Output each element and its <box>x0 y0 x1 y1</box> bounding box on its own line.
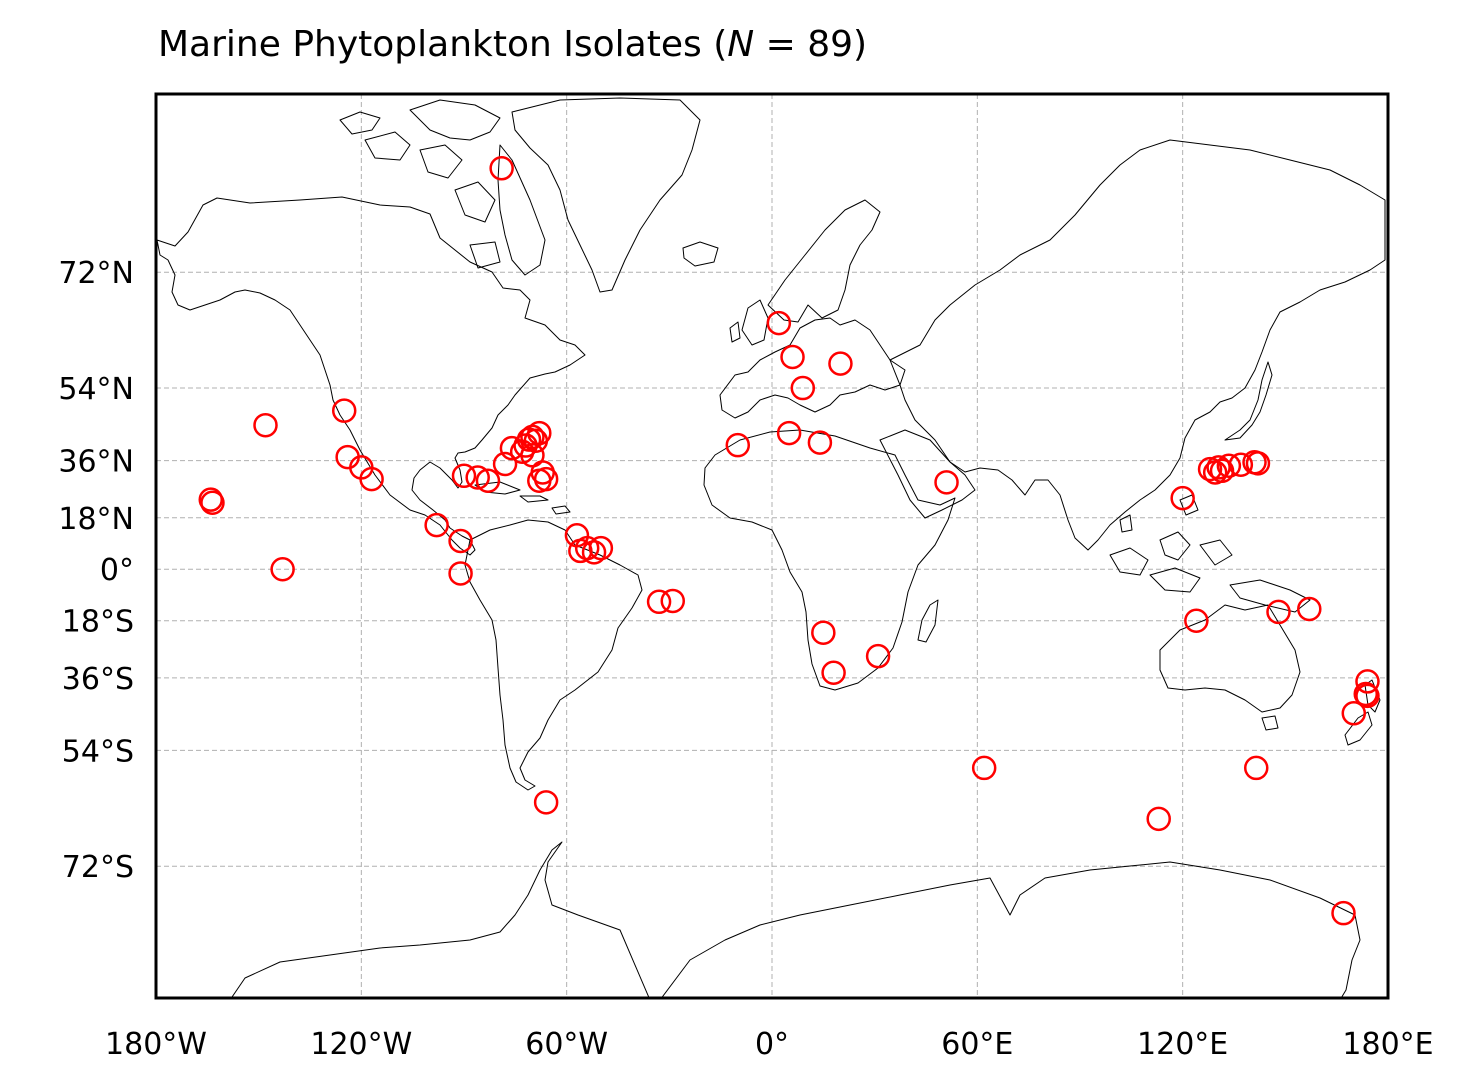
isolate-site-marker <box>725 432 751 458</box>
coastline-asia <box>889 139 1386 551</box>
isolate-site-marker <box>475 468 501 493</box>
isolate-site-marker <box>359 466 384 492</box>
isolate-site-marker <box>1331 900 1356 926</box>
coastline-caribbean <box>474 481 571 515</box>
axis-ticks: 180°W 120°W 60°W 0° 60°E 120°E 180°E 72°N 54°N 36… <box>58 256 1433 1062</box>
coastline-arabia <box>879 429 976 519</box>
isolate-site-marker <box>1228 452 1254 477</box>
isolate-site-marker <box>253 412 278 438</box>
isolate-site-marker <box>588 535 614 561</box>
coastline-greenland <box>511 97 701 293</box>
coastline-north-america <box>156 196 586 556</box>
isolate-site-marker <box>448 528 473 554</box>
isolate-site-marker <box>1170 485 1195 511</box>
coastlines <box>156 97 1386 998</box>
isolate-site-marker <box>574 535 600 561</box>
isolate-site-marker <box>1146 806 1171 832</box>
y-tick-label: 72°S <box>62 850 134 885</box>
graticule-gridlines <box>156 94 1388 998</box>
y-tick-label: 18°N <box>58 502 134 537</box>
isolate-site-marker <box>780 344 805 370</box>
coastline-australia <box>1159 604 1301 713</box>
isolate-site-marker <box>1355 669 1380 694</box>
isolate-site-marker <box>533 790 559 815</box>
y-tick-label: 72°N <box>58 256 134 291</box>
isolate-site-marker <box>1197 456 1223 482</box>
y-tick-label: 36°S <box>62 662 134 697</box>
coastline-tasmania <box>1261 715 1279 731</box>
isolate-site-marker <box>807 430 833 455</box>
y-tick-label: 0° <box>100 553 134 588</box>
coastline-maritime-asia <box>1109 494 1311 613</box>
isolate-site-marker <box>451 463 477 489</box>
isolate-site-marker <box>1341 701 1367 726</box>
coastline-madagascar <box>917 599 939 643</box>
isolate-site-marker <box>865 643 891 669</box>
isolate-site-marker <box>776 420 802 446</box>
y-tick-label: 54°N <box>58 372 134 407</box>
isolate-site-marker <box>766 310 792 336</box>
isolate-site-marker <box>1355 683 1380 709</box>
coastline-antarctica <box>230 841 1361 998</box>
isolate-site-marker <box>790 375 816 401</box>
y-tick-label: 36°N <box>58 445 134 480</box>
coastline-europe <box>719 317 906 419</box>
x-tick-label: 60°E <box>941 1027 1013 1062</box>
isolate-site-marker <box>1184 608 1209 633</box>
x-tick-label: 120°W <box>310 1027 412 1062</box>
x-tick-label: 0° <box>755 1027 789 1062</box>
y-tick-label: 54°S <box>62 734 134 769</box>
isolate-site-marker <box>1245 451 1271 476</box>
isolate-site-marker <box>1216 453 1242 478</box>
isolate-site-marker <box>1297 596 1322 622</box>
y-tick-label: 18°S <box>62 605 134 640</box>
isolate-site-marker <box>934 470 959 495</box>
isolate-site-marker <box>270 556 295 582</box>
isolate-site-marker <box>527 420 552 446</box>
coastline-new-zealand <box>1344 679 1381 746</box>
x-tick-label: 180°E <box>1342 1027 1433 1062</box>
isolate-site-marker <box>581 540 607 565</box>
isolate-site-marker <box>971 755 997 781</box>
n-symbol: N <box>727 24 755 65</box>
isolate-site-marker <box>331 398 357 423</box>
isolate-site-marker <box>424 512 449 538</box>
x-tick-label: 120°E <box>1137 1027 1228 1062</box>
x-tick-label: 180°W <box>105 1027 207 1062</box>
coastline-south-america <box>464 519 643 791</box>
coastline-british-isles <box>729 299 769 346</box>
isolate-site-marker <box>646 589 672 615</box>
isolate-site-marker <box>200 490 225 515</box>
x-tick-label: 60°W <box>525 1027 608 1062</box>
isolate-site-marker <box>660 588 686 614</box>
isolate-site-marker <box>1266 599 1291 625</box>
isolate-site-marker <box>492 451 518 477</box>
coastline-japan <box>1224 361 1273 441</box>
isolate-site-marker <box>489 156 514 181</box>
coastline-iceland <box>682 241 719 267</box>
isolate-site-marker <box>1353 681 1379 707</box>
isolate-site-marker <box>821 660 846 685</box>
isolate-site-marker <box>533 466 559 492</box>
isolate-site-marker <box>811 620 836 645</box>
isolate-site-marker <box>1243 755 1269 781</box>
map-title: Marine Phytoplankton Isolates (N = 89) <box>158 24 868 65</box>
map-frame <box>154 92 1390 1000</box>
isolate-site-marker <box>465 465 490 490</box>
isolate-sites <box>198 156 1380 926</box>
coastline-africa <box>703 429 956 691</box>
coastline-arctic-islands <box>339 99 546 276</box>
coastline-scandinavia <box>767 199 881 323</box>
isolate-site-marker <box>448 561 473 586</box>
isolate-site-marker <box>828 351 853 376</box>
